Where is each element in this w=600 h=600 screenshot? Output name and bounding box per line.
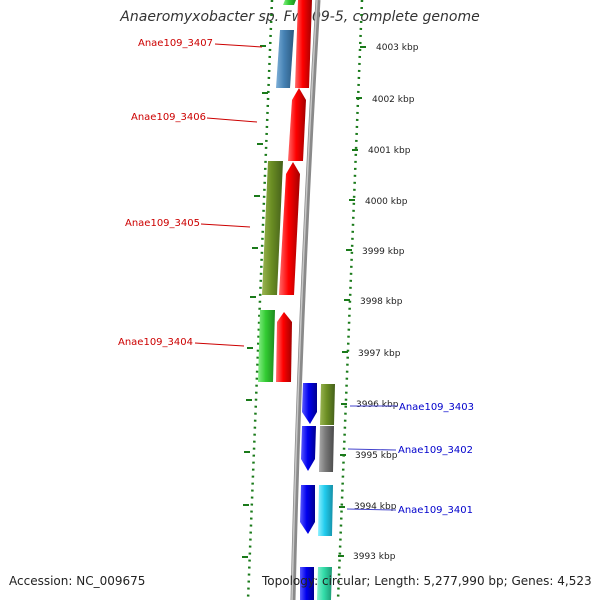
gene-label-anae109-3402[interactable]: Anae109_3402 bbox=[398, 445, 473, 456]
genome-summary-text: Topology: circular; Length: 5,277,990 bp… bbox=[262, 574, 592, 588]
gene-block-anae109-3407[interactable] bbox=[276, 30, 294, 88]
outer-ticks bbox=[338, 46, 366, 557]
cds-anae109-3403[interactable] bbox=[302, 383, 317, 424]
cds-anae109-3407[interactable] bbox=[295, 0, 312, 88]
backbone-line bbox=[290, 0, 321, 600]
tick-label-3993: 3993 kbp bbox=[353, 552, 396, 562]
gene-label-anae109-3404[interactable]: Anae109_3404 bbox=[118, 337, 193, 348]
reverse-cds-track bbox=[276, 0, 312, 382]
gene-block-anae109-3403[interactable] bbox=[320, 384, 335, 425]
tick-label-3999: 3999 kbp bbox=[362, 247, 405, 257]
cds-partial[interactable] bbox=[300, 567, 314, 600]
leader-lines bbox=[194, 43, 398, 511]
tick-label-3997: 3997 kbp bbox=[358, 349, 401, 359]
tick-label-4003: 4003 kbp bbox=[376, 43, 419, 53]
tick-label-3998: 3998 kbp bbox=[360, 297, 403, 307]
cds-anae109-3405[interactable] bbox=[279, 162, 300, 295]
gene-block-anae109-3405[interactable] bbox=[262, 161, 283, 295]
backbone-highlight bbox=[291, 0, 318, 600]
gene-label-anae109-3407[interactable]: Anae109_3407 bbox=[138, 38, 213, 49]
cds-anae109-3404[interactable] bbox=[276, 312, 292, 382]
tick-label-3996: 3996 kbp bbox=[356, 400, 399, 410]
inner-ruler-line bbox=[246, 0, 274, 600]
feature-track-right bbox=[317, 384, 335, 600]
gene-label-anae109-3406[interactable]: Anae109_3406 bbox=[131, 112, 206, 123]
gene-block-anae109-3402[interactable] bbox=[319, 426, 334, 472]
accession-text: Accession: NC_009675 bbox=[9, 574, 146, 588]
tick-label-4002: 4002 kbp bbox=[372, 95, 415, 105]
cds-anae109-3402[interactable] bbox=[301, 426, 316, 471]
forward-cds-track bbox=[300, 383, 317, 600]
inner-ticks bbox=[242, 45, 268, 558]
gene-block-anae109-3401[interactable] bbox=[318, 485, 333, 536]
feature-track-left bbox=[258, 0, 296, 382]
gene-label-anae109-3401[interactable]: Anae109_3401 bbox=[398, 505, 473, 516]
tick-label-4001: 4001 kbp bbox=[368, 146, 411, 156]
cds-anae109-3401[interactable] bbox=[300, 485, 315, 534]
gene-block-anae109-3404[interactable] bbox=[258, 310, 275, 382]
gene-label-anae109-3403[interactable]: Anae109_3403 bbox=[399, 402, 474, 413]
tick-label-3994: 3994 kbp bbox=[354, 502, 397, 512]
cds-anae109-3406[interactable] bbox=[288, 88, 306, 161]
gene-label-anae109-3405[interactable]: Anae109_3405 bbox=[125, 218, 200, 229]
tick-label-4000: 4000 kbp bbox=[365, 197, 408, 207]
ruler-labels: 4003 kbp 4002 kbp 4001 kbp 4000 kbp 3999… bbox=[353, 43, 419, 562]
gene-labels: Anae109_3407 Anae109_3406 Anae109_3405 A… bbox=[118, 38, 474, 516]
gene-block-partial[interactable] bbox=[317, 567, 332, 600]
gene-block[interactable] bbox=[283, 0, 296, 5]
tick-label-3995: 3995 kbp bbox=[355, 451, 398, 461]
